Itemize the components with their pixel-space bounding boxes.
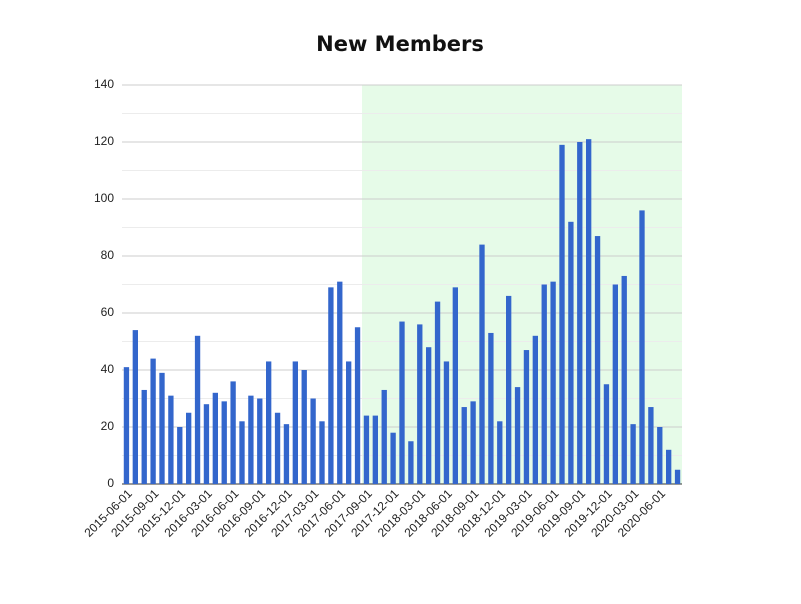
y-tick-label: 60 (101, 305, 115, 319)
bar (363, 415, 370, 484)
bar (292, 361, 298, 484)
y-tick-label: 100 (94, 191, 114, 205)
bar (239, 421, 245, 484)
bar (612, 284, 618, 484)
bar (603, 384, 610, 484)
bar (337, 281, 343, 484)
bar (230, 381, 236, 484)
y-tick-label: 120 (94, 134, 114, 148)
bar (594, 236, 601, 484)
bar (159, 372, 165, 484)
bar (497, 421, 503, 484)
chart-title: New Members (316, 32, 484, 56)
bar (568, 221, 574, 485)
bar (443, 361, 450, 484)
bar (621, 275, 627, 484)
bar (274, 412, 281, 484)
bar (506, 295, 512, 484)
bar (417, 324, 423, 484)
bar (479, 244, 485, 484)
bar (461, 407, 467, 484)
bar (452, 287, 458, 484)
bar (283, 424, 290, 484)
bar (648, 407, 654, 484)
y-tick-label: 80 (101, 248, 115, 262)
bar (514, 387, 521, 484)
bar (168, 395, 174, 484)
bar (123, 367, 130, 484)
y-tick-label: 140 (94, 77, 114, 91)
y-tick-label: 40 (101, 362, 115, 376)
bar (523, 350, 530, 484)
bar (488, 332, 494, 484)
bar (248, 395, 254, 484)
bar (354, 327, 361, 484)
bar (666, 449, 672, 484)
bar (657, 427, 663, 484)
bar (586, 139, 592, 484)
bar (301, 370, 307, 484)
bar (141, 389, 147, 484)
bar (390, 432, 396, 484)
bar (381, 389, 387, 484)
bar (541, 284, 547, 484)
bar (372, 415, 378, 484)
bar (630, 424, 636, 484)
y-tick-label: 20 (101, 419, 115, 433)
bar (559, 144, 565, 484)
bar (399, 321, 405, 484)
bar (426, 347, 432, 484)
bar (257, 398, 263, 484)
bar (221, 401, 227, 484)
bar (674, 469, 681, 484)
bar (177, 427, 183, 484)
bar (310, 398, 316, 484)
bar (319, 421, 325, 484)
bar (434, 301, 441, 484)
bar (150, 358, 156, 484)
bar (532, 335, 538, 484)
bar (408, 441, 414, 484)
bar (186, 412, 192, 484)
y-tick-label: 0 (107, 476, 114, 490)
bar (470, 401, 476, 484)
bar (194, 335, 201, 484)
bar (266, 361, 272, 484)
bar (550, 281, 556, 484)
bar (639, 210, 645, 484)
bar (132, 330, 138, 484)
bar (203, 404, 210, 484)
bar (212, 392, 218, 484)
bar (328, 287, 334, 484)
bar (346, 361, 352, 484)
bar (577, 142, 583, 484)
